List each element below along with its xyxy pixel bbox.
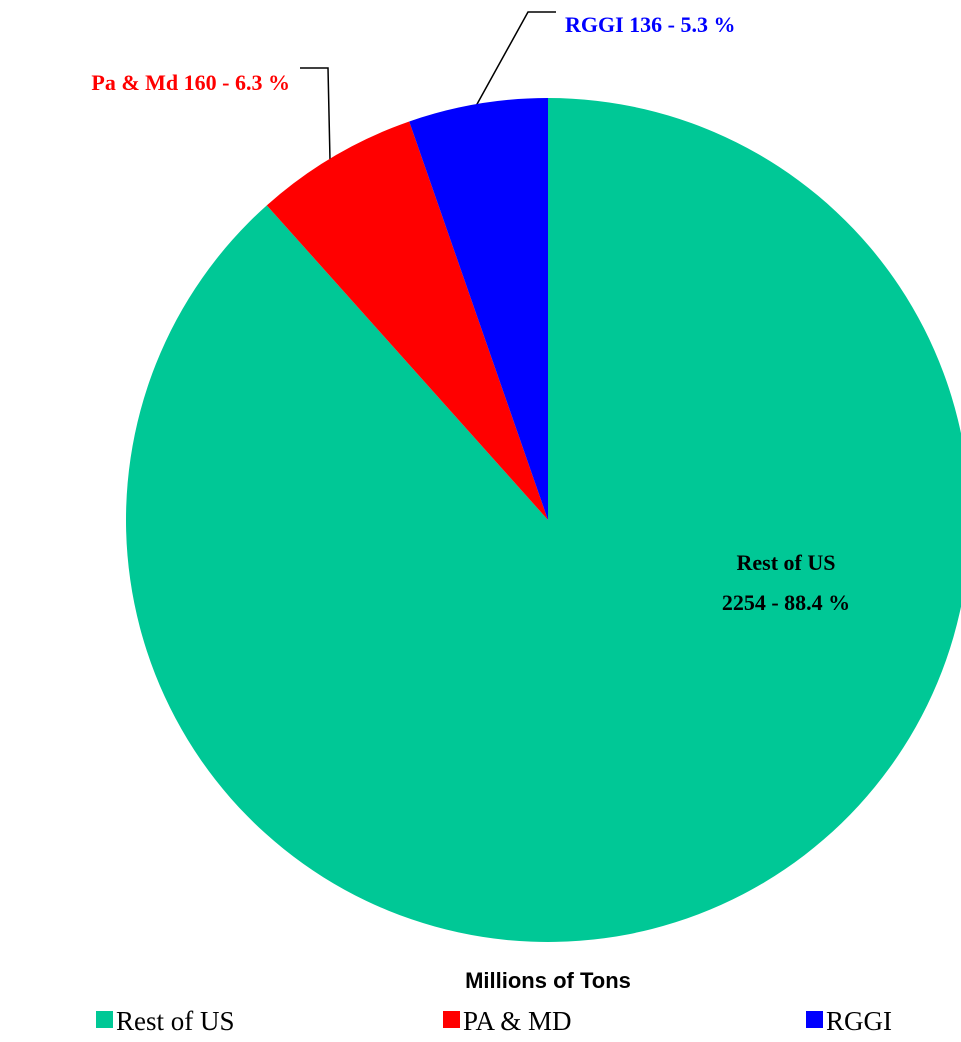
legend-swatch bbox=[96, 1011, 113, 1028]
leader-line bbox=[300, 67, 331, 161]
pie-slice bbox=[409, 98, 548, 520]
pie-slice bbox=[266, 121, 548, 520]
legend-label: PA & MD bbox=[463, 1006, 572, 1036]
leader-line bbox=[475, 11, 556, 107]
legend-swatch bbox=[443, 1011, 460, 1028]
pie-slice bbox=[126, 98, 961, 942]
data-label: 2254 - 88.4 % bbox=[722, 590, 850, 615]
legend-swatch bbox=[806, 1011, 823, 1028]
chart-title: Millions of Tons bbox=[465, 968, 631, 993]
legend-label: RGGI bbox=[826, 1006, 892, 1036]
data-label: RGGI 136 - 5.3 % bbox=[565, 12, 736, 37]
data-label: Pa & Md 160 - 6.3 % bbox=[91, 70, 290, 95]
data-label: Rest of US bbox=[737, 550, 836, 575]
legend-label: Rest of US bbox=[116, 1006, 235, 1036]
